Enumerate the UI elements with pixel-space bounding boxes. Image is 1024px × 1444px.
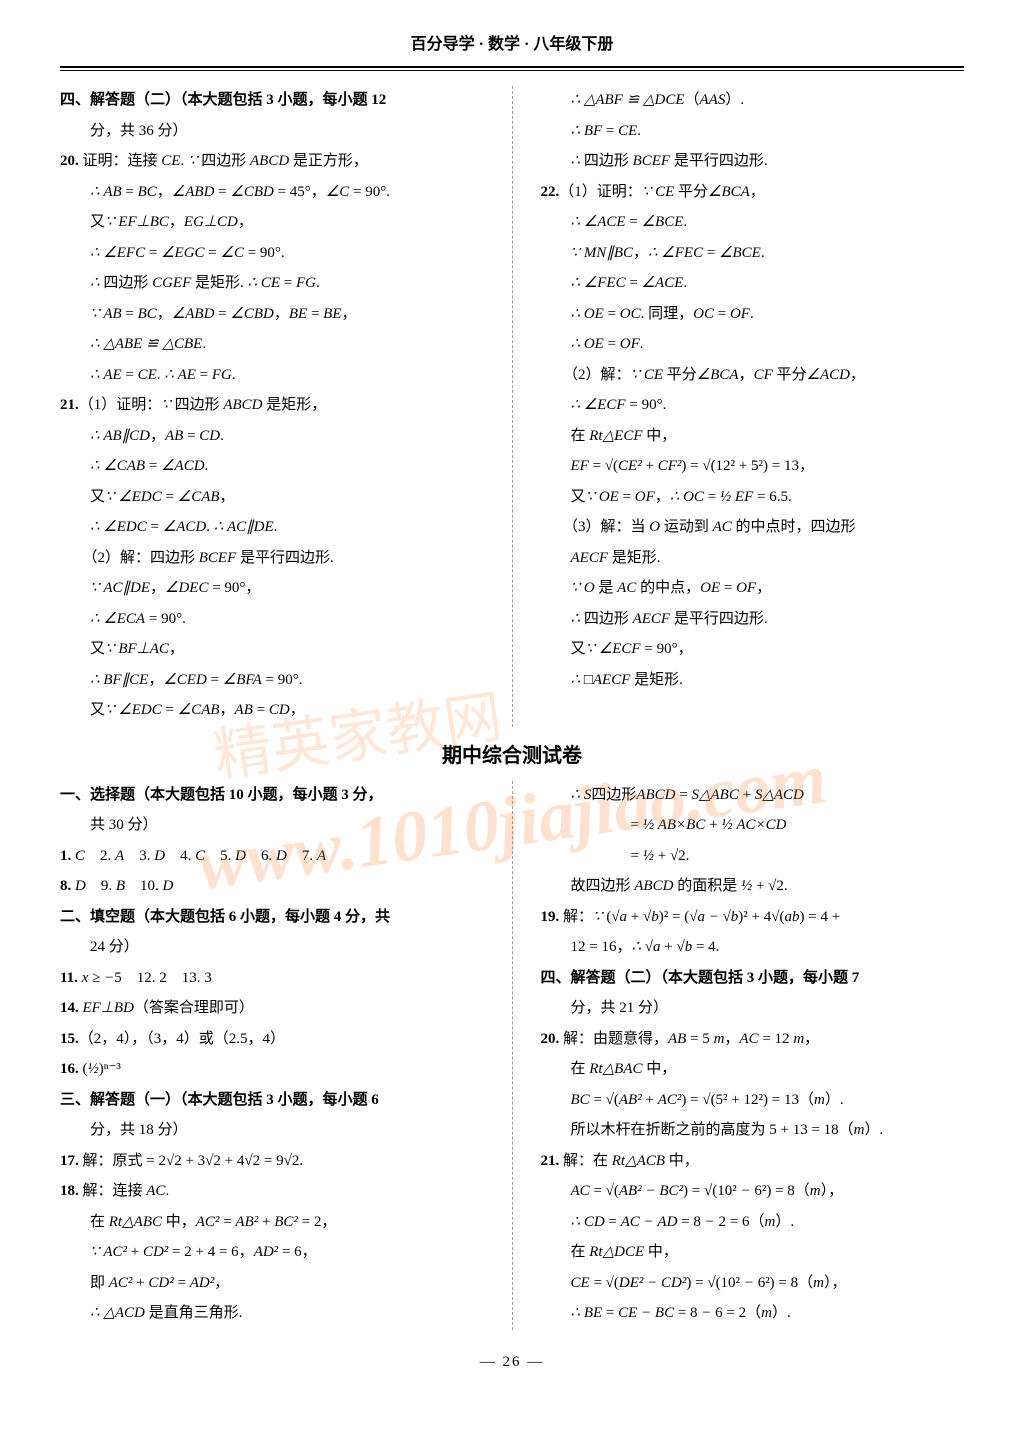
- text-line: 在 Rt△DCE 中，: [541, 1238, 965, 1267]
- text-line: 15.（2，4），（3，4）或（2.5，4）: [60, 1025, 484, 1054]
- text-line: 又∵ EF⊥BC，EG⊥CD，: [60, 208, 484, 237]
- text-line: 四、解答题（二）（本大题包括 3 小题，每小题 12: [60, 86, 484, 115]
- text-line: = ½ AB×BC + ½ AC×CD: [541, 811, 965, 840]
- text-line: 分，共 18 分）: [60, 1116, 484, 1145]
- text-line: ∴ 四边形 AECF 是平行四边形.: [541, 605, 965, 634]
- text-line: EF = √(CE² + CF²) = √(12² + 5²) = 13，: [541, 452, 965, 481]
- text-line: ∴ CD = AC − AD = 8 − 2 = 6（m）.: [541, 1208, 965, 1237]
- top-columns: 四、解答题（二）（本大题包括 3 小题，每小题 12 分，共 36 分）20. …: [60, 86, 964, 727]
- text-line: 在 Rt△ECF 中，: [541, 422, 965, 451]
- text-line: 共 30 分）: [60, 811, 484, 840]
- text-line: 分，共 21 分）: [541, 994, 965, 1023]
- text-line: 21.（1）证明：∵ 四边形 ABCD 是矩形，: [60, 391, 484, 420]
- text-line: ∴ BF = CE.: [541, 117, 965, 146]
- text-line: ∴ S四边形ABCD = S△ABC + S△ACD: [541, 781, 965, 810]
- bottom-left-col: 一、选择题（本大题包括 10 小题，每小题 3 分， 共 30 分）1. C 2…: [60, 781, 484, 1330]
- text-line: 一、选择题（本大题包括 10 小题，每小题 3 分，: [60, 781, 484, 810]
- text-line: ∴ BF∥CE，∠CED = ∠BFA = 90°.: [60, 666, 484, 695]
- text-line: ∴ 四边形 CGEF 是矩形. ∴ CE = FG.: [60, 269, 484, 298]
- text-line: ∵ MN∥BC，∴ ∠FEC = ∠BCE.: [541, 239, 965, 268]
- top-right-col: ∴ △ABF ≌ △DCE（AAS）. ∴ BF = CE. ∴ 四边形 BCE…: [541, 86, 965, 727]
- text-line: 12 = 16，∴ √a + √b = 4.: [541, 933, 965, 962]
- text-line: ∴ BE = CE − BC = 8 − 6 = 2（m）.: [541, 1299, 965, 1328]
- text-line: ∴ ∠EDC = ∠ACD. ∴ AC∥DE.: [60, 513, 484, 542]
- page-header: 百分导学 · 数学 · 八年级下册: [60, 30, 964, 68]
- text-line: 18. 解：连接 AC.: [60, 1177, 484, 1206]
- text-line: ∴ ∠EFC = ∠EGC = ∠C = 90°.: [60, 239, 484, 268]
- text-line: AC = √(AB² − BC²) = √(10² − 6²) = 8（m），: [541, 1177, 965, 1206]
- text-line: 11. x ≥ −5 12. 2 13. 3: [60, 964, 484, 993]
- text-line: （3）解：当 O 运动到 AC 的中点时，四边形: [541, 513, 965, 542]
- text-line: ∴ 四边形 BCEF 是平行四边形.: [541, 147, 965, 176]
- text-line: 20. 证明：连接 CE. ∵ 四边形 ABCD 是正方形，: [60, 147, 484, 176]
- text-line: 17. 解：原式 = 2√2 + 3√2 + 4√2 = 9√2.: [60, 1147, 484, 1176]
- text-line: 四、解答题（二）（本大题包括 3 小题，每小题 7: [541, 964, 965, 993]
- text-line: ∴ OE = OC. 同理，OC = OF.: [541, 300, 965, 329]
- text-line: ∴ △ABF ≌ △DCE（AAS）.: [541, 86, 965, 115]
- text-line: 分，共 36 分）: [60, 117, 484, 146]
- mid-title: 期中综合测试卷: [60, 737, 964, 775]
- col-divider: [512, 86, 513, 727]
- text-line: ∴ ∠FEC = ∠ACE.: [541, 269, 965, 298]
- page-footer: — 26 —: [60, 1348, 964, 1377]
- top-left-col: 四、解答题（二）（本大题包括 3 小题，每小题 12 分，共 36 分）20. …: [60, 86, 484, 727]
- text-line: BC = √(AB² + AC²) = √(5² + 12²) = 13（m）.: [541, 1086, 965, 1115]
- text-line: = ½ + √2.: [541, 842, 965, 871]
- text-line: ∴ ∠CAB = ∠ACD.: [60, 452, 484, 481]
- text-line: ∴ OE = OF.: [541, 330, 965, 359]
- text-line: 21. 解：在 Rt△ACB 中，: [541, 1147, 965, 1176]
- text-line: 24 分）: [60, 933, 484, 962]
- text-line: 又∵ OE = OF，∴ OC = ½ EF = 6.5.: [541, 483, 965, 512]
- text-line: ∵ O 是 AC 的中点，OE = OF，: [541, 574, 965, 603]
- text-line: 1. C 2. A 3. D 4. C 5. D 6. D 7. A: [60, 842, 484, 871]
- text-line: ∴ AE = CE. ∴ AE = FG.: [60, 361, 484, 390]
- text-line: ∴ □AECF 是矩形.: [541, 666, 965, 695]
- text-line: 又∵ ∠EDC = ∠CAB，AB = CD，: [60, 696, 484, 725]
- text-line: ∴ △ABE ≌ △CBE.: [60, 330, 484, 359]
- text-line: 在 Rt△ABC 中，AC² = AB² + BC² = 2，: [60, 1208, 484, 1237]
- text-line: 在 Rt△BAC 中，: [541, 1055, 965, 1084]
- text-line: 16. (½)ⁿ⁻³: [60, 1055, 484, 1084]
- text-line: 所以木杆在折断之前的高度为 5 + 13 = 18（m）.: [541, 1116, 965, 1145]
- bottom-columns: 一、选择题（本大题包括 10 小题，每小题 3 分， 共 30 分）1. C 2…: [60, 781, 964, 1330]
- text-line: 即 AC² + CD² = AD²，: [60, 1269, 484, 1298]
- bottom-right-col: ∴ S四边形ABCD = S△ABC + S△ACD = ½ AB×BC + ½…: [541, 781, 965, 1330]
- text-line: ∴ AB = BC，∠ABD = ∠CBD = 45°，∠C = 90°.: [60, 178, 484, 207]
- text-line: 又∵ ∠ECF = 90°，: [541, 635, 965, 664]
- text-line: 二、填空题（本大题包括 6 小题，每小题 4 分，共: [60, 903, 484, 932]
- text-line: ∴ AB∥CD，AB = CD.: [60, 422, 484, 451]
- text-line: 19. 解：∵ (√a + √b)² = (√a − √b)² + 4√(ab)…: [541, 903, 965, 932]
- text-line: 20. 解：由题意得，AB = 5 m，AC = 12 m，: [541, 1025, 965, 1054]
- text-line: ∴ ∠ACE = ∠BCE.: [541, 208, 965, 237]
- text-line: 又∵ ∠EDC = ∠CAB，: [60, 483, 484, 512]
- text-line: ∵ AC² + CD² = 2 + 4 = 6，AD² = 6，: [60, 1238, 484, 1267]
- text-line: ∴ ∠ECA = 90°.: [60, 605, 484, 634]
- text-line: 故四边形 ABCD 的面积是 ½ + √2.: [541, 872, 965, 901]
- text-line: （2）解：四边形 BCEF 是平行四边形.: [60, 544, 484, 573]
- text-line: 又∵ BF⊥AC，: [60, 635, 484, 664]
- text-line: （2）解：∵ CE 平分∠BCA，CF 平分∠ACD，: [541, 361, 965, 390]
- text-line: 8. D 9. B 10. D: [60, 872, 484, 901]
- text-line: ∵ AB = BC，∠ABD = ∠CBD，BE = BE，: [60, 300, 484, 329]
- text-line: CE = √(DE² − CD²) = √(10² − 6²) = 8（m），: [541, 1269, 965, 1298]
- text-line: AECF 是矩形.: [541, 544, 965, 573]
- text-line: 14. EF⊥BD（答案合理即可）: [60, 994, 484, 1023]
- text-line: ∴ △ACD 是直角三角形.: [60, 1299, 484, 1328]
- text-line: ∴ ∠ECF = 90°.: [541, 391, 965, 420]
- text-line: ∵ AC∥DE，∠DEC = 90°，: [60, 574, 484, 603]
- text-line: 三、解答题（一）（本大题包括 3 小题，每小题 6: [60, 1086, 484, 1115]
- col-divider-2: [512, 781, 513, 1330]
- text-line: 22.（1）证明：∵ CE 平分∠BCA，: [541, 178, 965, 207]
